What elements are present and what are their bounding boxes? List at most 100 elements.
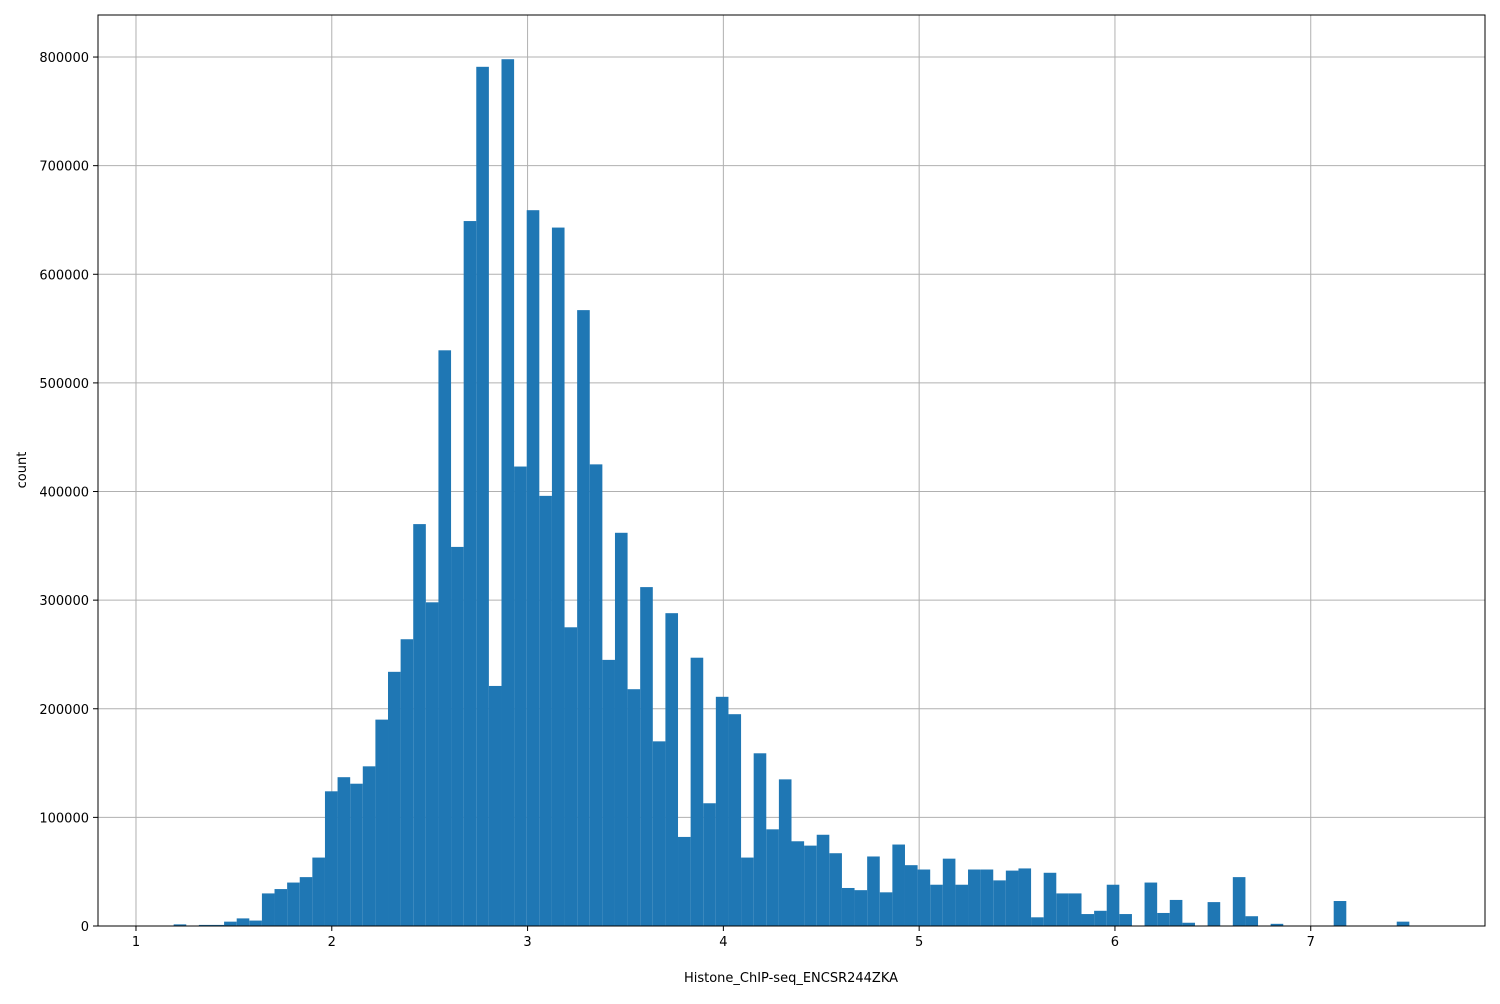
bar — [753, 753, 767, 926]
bar — [904, 865, 918, 926]
bar — [1270, 923, 1284, 926]
bar — [993, 880, 1006, 926]
bar — [1031, 917, 1044, 926]
bar — [942, 858, 956, 926]
bar — [1094, 910, 1107, 926]
bar — [1144, 882, 1158, 926]
y-tick-label: 800000 — [39, 51, 89, 66]
x-tick-label: 2 — [328, 935, 336, 950]
bar — [577, 310, 590, 927]
x-tick-label: 5 — [915, 935, 923, 950]
bar — [1169, 899, 1183, 926]
x-tick-label: 7 — [1307, 935, 1315, 950]
bar — [816, 834, 830, 926]
bar — [804, 845, 817, 926]
bar — [261, 893, 275, 926]
bar — [652, 741, 666, 926]
bar — [741, 857, 754, 926]
bar — [1157, 912, 1170, 926]
bar — [198, 924, 212, 926]
bar — [1119, 914, 1132, 926]
bar — [917, 869, 931, 926]
bar — [778, 779, 792, 926]
bar — [640, 587, 653, 926]
x-tick-label: 1 — [132, 935, 140, 950]
bar — [1396, 921, 1410, 926]
plot-frame — [97, 14, 1486, 927]
bar — [867, 856, 880, 926]
bar — [690, 657, 704, 926]
x-tick-label: 3 — [523, 935, 531, 950]
bar — [211, 924, 225, 926]
bar — [324, 791, 338, 926]
bar — [463, 221, 477, 927]
y-tick-label: 600000 — [39, 268, 89, 283]
bar — [1106, 884, 1120, 926]
bar — [1232, 877, 1246, 926]
y-axis-label: count — [15, 452, 30, 489]
bar — [488, 685, 502, 926]
bar — [589, 464, 603, 926]
bar — [665, 613, 679, 926]
bar — [1081, 914, 1095, 926]
bar — [829, 853, 842, 926]
x-tick-label: 6 — [1111, 935, 1119, 950]
y-tick-label: 200000 — [39, 703, 89, 718]
bar — [299, 877, 313, 926]
bar — [1005, 870, 1019, 926]
bar — [400, 639, 414, 926]
y-tick-label: 100000 — [39, 811, 89, 826]
bar — [955, 884, 969, 926]
bar — [841, 887, 855, 926]
bar — [312, 857, 325, 926]
bar — [1068, 893, 1082, 926]
bar — [451, 546, 464, 926]
bar — [350, 783, 363, 926]
bar — [375, 719, 389, 926]
bar — [879, 892, 893, 926]
bar — [1043, 872, 1057, 926]
y-tick-label: 0 — [81, 920, 89, 935]
bar — [892, 844, 905, 926]
bar — [703, 803, 716, 926]
bar — [968, 869, 981, 926]
bar — [728, 714, 742, 926]
bar — [173, 924, 187, 926]
bar — [1333, 901, 1347, 926]
bar — [1245, 916, 1259, 926]
bar — [362, 766, 376, 926]
bar — [627, 689, 641, 926]
bar — [337, 777, 351, 926]
bar — [930, 884, 943, 926]
bar — [526, 210, 540, 926]
bar — [678, 836, 691, 926]
bar — [438, 350, 452, 927]
bar — [514, 466, 527, 926]
bar — [791, 841, 805, 926]
bar — [539, 495, 552, 926]
y-tick-label: 300000 — [39, 594, 89, 609]
bar — [1207, 902, 1221, 926]
x-tick-label: 4 — [719, 935, 727, 950]
bar — [766, 829, 779, 926]
bar — [287, 882, 300, 926]
x-axis-label: Histone_ChIP-seq_ENCSR244ZKA — [684, 971, 898, 986]
bar — [614, 532, 628, 926]
bar — [501, 59, 515, 926]
bar — [413, 524, 426, 926]
bar — [1056, 893, 1069, 926]
bar — [224, 921, 237, 926]
bar — [602, 659, 615, 926]
y-tick-label: 400000 — [39, 486, 89, 501]
bar — [425, 602, 439, 926]
bar — [854, 890, 868, 926]
y-tick-label: 700000 — [39, 160, 89, 175]
bar — [476, 66, 489, 927]
y-tick-label: 500000 — [39, 377, 89, 392]
bar — [274, 889, 288, 926]
bar — [236, 918, 250, 926]
bar — [980, 869, 994, 926]
bar — [715, 696, 729, 926]
bar — [564, 627, 578, 926]
